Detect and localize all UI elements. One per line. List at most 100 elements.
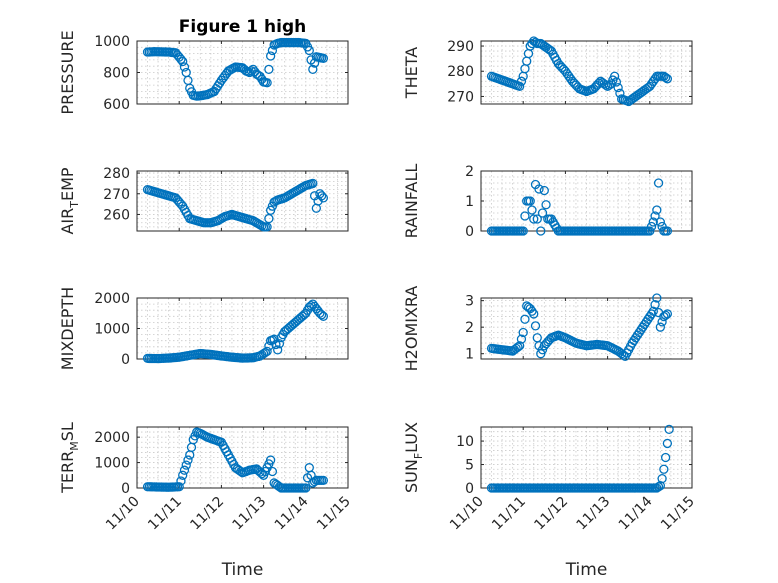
- data-point-interp: [650, 299, 660, 310]
- data-point: [515, 81, 525, 92]
- y-axis-label: PRESSURE: [58, 30, 77, 114]
- data-series: [486, 178, 673, 236]
- y-tick-label: 1: [465, 347, 474, 363]
- data-point: [318, 53, 329, 63]
- y-tick-label: 0: [121, 481, 130, 497]
- data-point-interp: [523, 48, 534, 59]
- data-point: [662, 309, 673, 319]
- data-point: [529, 214, 539, 224]
- y-tick-label: 2000: [94, 430, 130, 446]
- data-point-interp: [646, 221, 657, 232]
- data-point-interp: [520, 64, 530, 74]
- data-point: [318, 475, 329, 486]
- data-point: [262, 78, 272, 88]
- data-series: [486, 293, 673, 361]
- data-point: [662, 226, 673, 236]
- y-axis-label: THETA: [402, 47, 421, 99]
- data-series: [486, 36, 673, 107]
- data-point: [273, 345, 283, 355]
- data-point-interp: [246, 66, 256, 76]
- subplot-air-temp: 260 270 280 AIRTEMP: [58, 166, 349, 235]
- axes-box: [136, 426, 349, 489]
- data-point: [534, 184, 544, 194]
- data-point-interp: [516, 334, 527, 344]
- data-point: [652, 293, 662, 303]
- subplot-pressure: 600 800 1000 PRESSURE Figure 1 high: [58, 17, 349, 115]
- x-axis-label: Time: [221, 560, 264, 580]
- y-tick-label: 260: [103, 207, 130, 223]
- data-point: [174, 482, 184, 492]
- y-axis-label: AIRTEMP: [58, 167, 81, 234]
- y-axis-label: MIXDEPTH: [58, 287, 77, 370]
- y-tick-label: 270: [447, 89, 474, 105]
- data-point-interp: [527, 205, 537, 215]
- y-tick-label: 10: [456, 434, 474, 450]
- data-point: [525, 196, 535, 206]
- data-point: [537, 208, 548, 218]
- y-tick-label: 280: [103, 166, 130, 182]
- data-point: [518, 226, 528, 236]
- data-point: [648, 306, 658, 316]
- data-point: [518, 327, 528, 338]
- data-point: [652, 205, 662, 215]
- data-point: [539, 185, 549, 196]
- data-point: [318, 311, 329, 321]
- data-series: [142, 178, 329, 232]
- data-point: [664, 424, 674, 434]
- data-point: [304, 45, 314, 56]
- data-point-interp: [229, 63, 239, 73]
- data-point: [181, 460, 191, 470]
- data-point-interp: [527, 306, 537, 316]
- x-tick-label: 11/15: [314, 494, 354, 534]
- axes-box: [480, 40, 693, 105]
- y-axis-label: H2OMIXRA: [402, 286, 421, 372]
- data-point: [318, 193, 329, 203]
- data-series: [142, 427, 329, 493]
- data-point: [662, 438, 673, 449]
- data-point-interp: [316, 191, 327, 201]
- subplot-theta: 270 280 290 THETA: [402, 36, 693, 107]
- data-point: [645, 226, 655, 236]
- data-point-interp: [653, 482, 664, 492]
- y-axis-label: RAINFALL: [402, 164, 421, 239]
- data-point: [536, 226, 546, 236]
- data-point-interp: [530, 321, 541, 331]
- data-point-interp: [520, 314, 530, 324]
- data-point-interp: [660, 72, 671, 83]
- x-tick-label: 11/12: [531, 494, 571, 534]
- data-point-interp: [520, 211, 530, 221]
- x-tick-label: 11/13: [574, 494, 614, 534]
- y-tick-label: 280: [447, 64, 474, 80]
- x-tick-label: 11/15: [658, 494, 698, 534]
- data-point: [662, 74, 673, 84]
- data-series: [142, 37, 329, 101]
- y-tick-label: 1000: [94, 322, 130, 338]
- data-point: [653, 178, 664, 188]
- data-point-interp: [236, 466, 246, 477]
- axes-box: [136, 170, 349, 232]
- y-tick-label: 1: [465, 194, 474, 210]
- y-tick-label: 5: [465, 458, 474, 474]
- y-tick-label: 290: [447, 39, 474, 55]
- data-point-interp: [267, 466, 278, 477]
- data-point: [262, 346, 272, 357]
- data-point-interp: [650, 211, 660, 221]
- data-point-interp: [601, 80, 611, 90]
- x-tick-label: 11/10: [447, 494, 487, 534]
- data-point: [609, 71, 620, 81]
- data-point: [659, 464, 669, 474]
- x-tick-label: 11/11: [489, 494, 529, 534]
- data-point: [515, 341, 525, 351]
- data-point: [265, 51, 276, 61]
- y-axis-label: TERRMSL: [58, 422, 81, 494]
- data-point-interp: [646, 309, 657, 319]
- data-point: [265, 455, 276, 465]
- data-point-interp: [541, 200, 551, 210]
- data-point: [529, 309, 539, 319]
- x-tick-label: 11/14: [272, 493, 312, 533]
- x-tick-label: 11/10: [103, 494, 143, 534]
- data-point-interp: [183, 455, 193, 465]
- chart-title: Figure 1 high: [179, 17, 307, 37]
- subplot-h2omixra: 1 2 3 H2OMIXRA: [402, 286, 693, 372]
